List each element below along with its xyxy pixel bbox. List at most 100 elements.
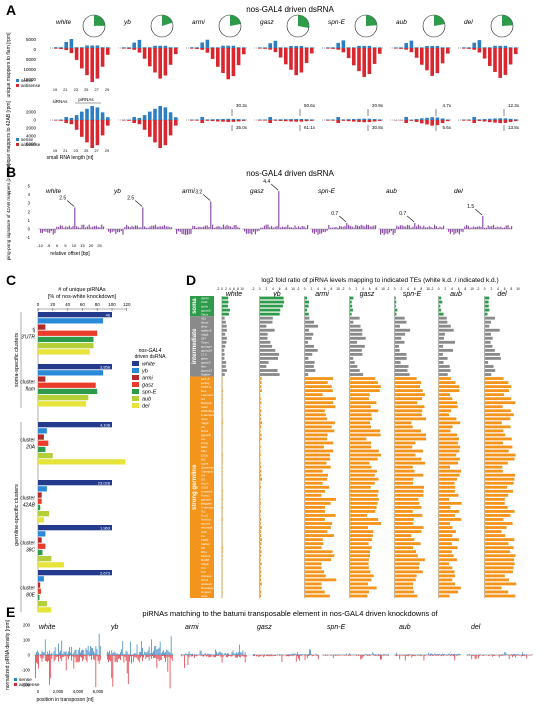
te-fold-bar	[484, 413, 514, 417]
antisense-bar-bottom	[278, 120, 283, 121]
sense-density-bar	[57, 654, 58, 655]
panel-e-genotype-label: del	[471, 624, 481, 631]
te-fold-bar	[484, 324, 490, 328]
panel-e-genotype-label: yb	[110, 624, 119, 631]
pingpong-bar	[464, 226, 466, 229]
legend-sense-swatch	[14, 678, 17, 681]
sense-bar-bottom	[404, 117, 408, 120]
pingpong-bar	[389, 229, 391, 233]
antisense-density-bar	[201, 655, 203, 657]
te-fold-bar	[438, 413, 449, 417]
sense-density-bar	[237, 653, 238, 655]
pingpong-bar	[331, 227, 333, 229]
antisense-bar-bottom	[372, 120, 377, 122]
cluster-bar	[38, 364, 112, 370]
te-fold-bar	[304, 497, 337, 501]
antisense-bar-top	[190, 48, 194, 49]
antisense-density-bar	[96, 655, 98, 657]
pingpong-bar	[219, 226, 221, 229]
panel-d-xtick: 6	[369, 287, 371, 291]
te-fold-bar	[484, 465, 503, 469]
antisense-density-bar	[74, 655, 76, 658]
te-fold-bar	[484, 457, 515, 461]
te-fold-bar	[259, 578, 262, 582]
te-fold-bar	[259, 526, 262, 529]
te-fold-bar	[349, 348, 362, 352]
te-name: Het-A	[201, 481, 209, 485]
antisense-density-bar	[190, 655, 192, 657]
pingpong-bar	[296, 227, 298, 229]
antisense-density-bar	[295, 655, 297, 662]
te-fold-bar	[222, 296, 229, 300]
te-name: Tabor	[201, 312, 209, 316]
panel-a-genotype-label: aub	[396, 19, 407, 26]
zscore-label: 3.2	[195, 189, 202, 195]
te-fold-bar	[394, 409, 423, 413]
sense-density-bar	[372, 651, 374, 655]
sense-bar-bottom	[498, 118, 502, 120]
antisense-density-bar	[374, 655, 376, 656]
antisense-density-bar	[97, 655, 99, 661]
antisense-density-bar	[330, 655, 332, 656]
te-fold-bar	[349, 449, 379, 453]
te-fold-bar	[349, 332, 363, 336]
sense-density-bar	[55, 653, 57, 655]
antisense-density-bar	[126, 655, 128, 674]
te-fold-bar	[349, 518, 379, 521]
sense-density-bar	[434, 653, 436, 655]
pingpong-bar	[230, 226, 232, 229]
antisense-density-bar	[525, 655, 526, 656]
pingpong-bar	[330, 227, 332, 229]
te-fold-bar	[222, 324, 227, 328]
panel-c: # of unique piRNAs[% of nos-white knockd…	[14, 287, 166, 613]
pingpong-bar	[122, 229, 124, 235]
cluster-bar	[38, 376, 46, 382]
te-fold-bar	[394, 558, 425, 562]
te-fold-bar	[349, 413, 372, 417]
sense-bar-top	[74, 47, 79, 48]
antisense-density-bar	[258, 655, 260, 658]
antisense-bar-top	[367, 48, 372, 75]
te-fold-bar	[438, 514, 455, 517]
te-fold-bar	[259, 586, 261, 590]
antisense-bar-bottom	[435, 120, 440, 126]
legend-antisense-swatch	[16, 143, 19, 146]
te-fold-bar	[394, 453, 416, 457]
antisense-bar-top	[100, 48, 105, 67]
te-fold-bar	[222, 489, 223, 493]
te-name: X-element	[201, 506, 215, 510]
sense-bar-bottom	[142, 115, 147, 120]
sense-bar-top	[425, 45, 429, 48]
antisense-density-bar	[218, 655, 220, 656]
antisense-density-bar	[72, 655, 74, 657]
sense-bar-top	[367, 45, 372, 48]
sense-bar-top	[440, 47, 445, 48]
cluster-name: cluster	[20, 380, 35, 386]
te-fold-bar	[394, 421, 412, 425]
pingpong-bar	[498, 227, 500, 229]
sense-bar-top	[304, 47, 309, 48]
zscore-label: 2.5	[127, 196, 134, 202]
te-name: Max	[201, 449, 207, 453]
sense-density-bar	[215, 649, 216, 655]
sense-bar-top	[362, 45, 366, 48]
te-fold-bar	[259, 381, 262, 384]
pingpong-bar	[339, 225, 341, 229]
te-fold-bar	[484, 437, 512, 441]
panel-d-genotype-label: spn-E	[403, 291, 422, 298]
antisense-density-bar	[493, 655, 495, 656]
sense-bar-top	[503, 45, 508, 48]
pingpong-bar	[494, 227, 496, 229]
cluster-bar	[38, 543, 46, 549]
sense-bar-top	[216, 47, 220, 48]
antisense-density-bar	[370, 655, 371, 656]
te-fold-bar	[304, 409, 325, 413]
sense-bar-top	[346, 47, 351, 48]
antisense-density-bar	[135, 655, 137, 658]
sense-bar-bottom	[346, 119, 351, 120]
cluster-bar	[38, 382, 96, 388]
te-fold-bar	[484, 505, 508, 509]
te-fold-bar	[484, 481, 514, 485]
panel-label-d: D	[186, 272, 196, 288]
pingpong-bar	[154, 224, 156, 229]
